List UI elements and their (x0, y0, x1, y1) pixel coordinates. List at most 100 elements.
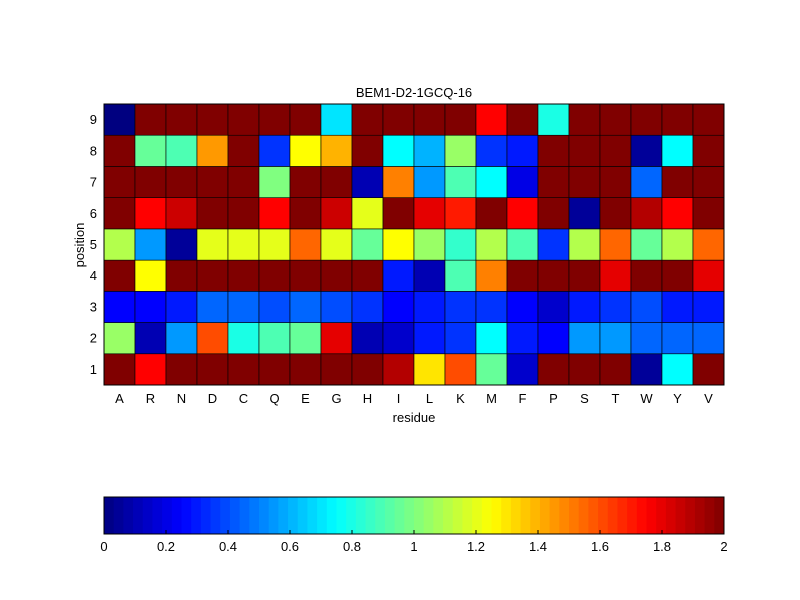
heatmap-cell-F-7 (506, 166, 539, 198)
heatmap-cell-K-1 (444, 353, 477, 386)
heatmap-cell-V-2 (692, 322, 725, 355)
heatmap-cell-Y-9 (661, 103, 694, 136)
heatmap-cell-W-2 (630, 322, 663, 355)
y-tick-label: 7 (90, 175, 97, 190)
x-tick-label: Y (673, 391, 682, 406)
heatmap-cell-L-5 (413, 228, 446, 261)
x-tick-label: L (426, 391, 433, 406)
colorbar-swatch (646, 497, 657, 534)
colorbar-frame (103, 496, 725, 535)
heatmap-cell-P-4 (537, 259, 570, 292)
heatmap-cell-V-9 (692, 103, 725, 136)
y-tick-label: 3 (90, 299, 97, 314)
colorbar-tick-label: 0.6 (281, 539, 299, 554)
heatmap-cell-Q-9 (258, 103, 291, 136)
colorbar-swatch (171, 497, 182, 534)
heatmap-cell-H-5 (351, 228, 384, 261)
colorbar-tick-label: 2 (720, 539, 727, 554)
colorbar-swatch (259, 497, 270, 534)
heatmap-cell-H-7 (351, 166, 384, 198)
heatmap-cell-P-9 (537, 103, 570, 136)
heatmap-cell-R-1 (134, 353, 167, 386)
colorbar-tick-label: 0 (100, 539, 107, 554)
heatmap-cell-C-9 (227, 103, 260, 136)
heatmap-cells (103, 103, 725, 386)
heatmap-cell-P-6 (537, 197, 570, 230)
heatmap-cell-E-1 (289, 353, 322, 386)
y-tick-label: 1 (90, 362, 97, 377)
x-tick-label: C (239, 391, 248, 406)
heatmap-cell-L-3 (413, 291, 446, 323)
colorbar-swatch (569, 497, 580, 534)
heatmap-cell-K-8 (444, 134, 477, 167)
heatmap-cell-E-7 (289, 166, 322, 198)
heatmap-cell-R-9 (134, 103, 167, 136)
x-tick-label: E (301, 391, 310, 406)
colorbar-swatch (665, 497, 677, 534)
heatmap-cell-I-4 (382, 259, 415, 292)
colorbar-swatch (326, 497, 337, 534)
heatmap-cell-F-4 (506, 259, 539, 292)
x-tick-label: F (519, 391, 527, 406)
heatmap-cell-V-8 (692, 134, 725, 167)
x-tick-label: K (456, 391, 465, 406)
colorbar-swatch (288, 497, 299, 534)
heatmap-cell-E-6 (289, 197, 322, 230)
colorbar-swatch (365, 497, 376, 534)
x-tick-label: T (612, 391, 620, 406)
heatmap-cell-D-3 (196, 291, 229, 323)
heatmap-cell-H-2 (351, 322, 384, 355)
heatmap-cell-K-7 (444, 166, 477, 198)
heatmap-cell-C-6 (227, 197, 260, 230)
colorbar-tick-labels: 0 0.2 0.4 0.6 0.8 1 1.2 1.4 1.6 1.8 2 (100, 530, 728, 554)
heatmap-cell-N-8 (165, 134, 198, 167)
heatmap-cell-M-9 (475, 103, 508, 136)
colorbar-swatch (152, 497, 163, 534)
x-tick-label: W (640, 391, 653, 406)
heatmap-cell-E-2 (289, 322, 322, 355)
heatmap-cell-D-5 (196, 228, 229, 261)
heatmap-cell-M-2 (475, 322, 508, 355)
colorbar-swatch (433, 497, 444, 534)
colorbar-tick-label: 1.6 (591, 539, 609, 554)
colorbar-swatch (607, 497, 618, 534)
heatmap-cell-A-8 (103, 134, 136, 167)
colorbar-swatch (229, 497, 241, 534)
x-tick-label: H (363, 391, 372, 406)
heatmap-cell-C-7 (227, 166, 260, 198)
y-tick-label: 4 (90, 268, 97, 283)
heatmap-cell-K-2 (444, 322, 477, 355)
colorbar-swatch (559, 497, 570, 534)
x-tick-label: N (177, 391, 186, 406)
x-tick-label: A (115, 391, 124, 406)
heatmap-cell-L-2 (413, 322, 446, 355)
heatmap-cell-W-4 (630, 259, 663, 292)
heatmap-cell-S-1 (568, 353, 601, 386)
x-axis-label: residue (393, 410, 436, 425)
heatmap-cell-N-9 (165, 103, 198, 136)
colorbar-tick-label: 1 (410, 539, 417, 554)
x-tick-label: I (397, 391, 401, 406)
heatmap-cell-L-7 (413, 166, 446, 198)
colorbar-swatch (714, 497, 725, 534)
colorbar-swatch (317, 497, 328, 534)
colorbar-swatch (675, 497, 686, 534)
heatmap-cell-D-7 (196, 166, 229, 198)
heatmap-cell-L-1 (413, 353, 446, 386)
colorbar-swatch (375, 497, 386, 534)
heatmap-cell-A-2 (103, 322, 136, 355)
colorbar-swatch (113, 497, 124, 534)
heatmap-cell-W-9 (630, 103, 663, 136)
heatmap-cell-Y-2 (661, 322, 694, 355)
heatmap-cell-N-6 (165, 197, 198, 230)
heatmap-cell-V-5 (692, 228, 725, 261)
colorbar-swatch (656, 497, 667, 534)
heatmap-cell-G-1 (320, 353, 353, 386)
plot-frame (103, 103, 725, 386)
heatmap-cell-R-8 (134, 134, 167, 167)
heatmap-cell-K-5 (444, 228, 477, 261)
heatmap-cell-P-2 (537, 322, 570, 355)
heatmap-cell-T-1 (599, 353, 632, 386)
heatmap-cell-F-8 (506, 134, 539, 167)
